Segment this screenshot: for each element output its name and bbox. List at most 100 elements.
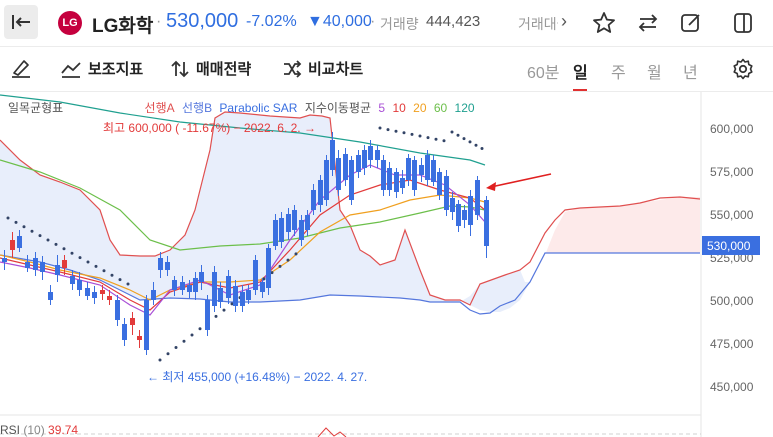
rsi-value: 39.74 xyxy=(48,423,79,437)
sar-dot xyxy=(214,314,218,318)
sar-dot xyxy=(198,327,202,331)
candle xyxy=(107,290,112,305)
ma120-line xyxy=(0,94,486,166)
sar-dot xyxy=(38,234,42,238)
indicators-button[interactable]: 보조지표 xyxy=(60,58,143,79)
sar-dot xyxy=(14,220,18,224)
y-tick: 500,000 xyxy=(710,294,754,308)
candle xyxy=(17,230,22,252)
edit-button[interactable] xyxy=(677,9,705,37)
candle xyxy=(180,276,185,295)
sar-dot xyxy=(442,139,446,143)
candle xyxy=(246,285,251,304)
candle xyxy=(233,280,238,312)
legend-psar[interactable]: Parabolic SAR xyxy=(219,101,298,115)
candle xyxy=(318,175,323,212)
ma20-line xyxy=(0,194,486,301)
chart-settings-button[interactable] xyxy=(729,55,757,83)
back-collapse-button[interactable] xyxy=(4,5,38,39)
candle xyxy=(77,272,82,296)
sar-dot xyxy=(102,269,106,273)
legend-ma60: 60 xyxy=(433,101,448,115)
strategy-label: 매매전략 xyxy=(196,61,252,78)
candle xyxy=(431,155,436,186)
sar-dot xyxy=(410,132,414,136)
span-a-line xyxy=(0,111,701,306)
legend-span-b: 선행B xyxy=(181,101,213,115)
sar-dot xyxy=(270,271,274,275)
period-month[interactable]: 월 xyxy=(647,65,662,82)
candle xyxy=(406,154,411,186)
candle xyxy=(92,286,97,304)
candle xyxy=(48,285,53,305)
sar-dot xyxy=(30,229,34,233)
candle xyxy=(266,244,271,295)
current-price-tag-text: 530,000 xyxy=(707,239,751,253)
ma60-line xyxy=(0,159,486,251)
candle xyxy=(158,252,163,278)
candle xyxy=(279,212,284,248)
candle xyxy=(450,192,455,220)
candle xyxy=(292,205,297,236)
parabolic-sar-dots xyxy=(6,126,484,362)
change-amount: ▼40,000 xyxy=(307,13,372,30)
header-more-chevron[interactable]: › xyxy=(561,11,567,31)
sar-dot xyxy=(78,256,82,260)
candle xyxy=(62,255,67,275)
period-week[interactable]: 주 xyxy=(611,65,626,82)
candle xyxy=(387,162,392,196)
sar-dot xyxy=(418,134,422,138)
period-year[interactable]: 년 xyxy=(683,65,698,82)
candle xyxy=(484,196,489,258)
sar-dot xyxy=(474,143,478,147)
candle xyxy=(122,318,127,346)
sar-dot xyxy=(434,137,438,141)
separator-dot: · xyxy=(370,13,376,30)
legend-span-a: 선행A xyxy=(144,101,175,115)
period-day[interactable]: 일 xyxy=(573,65,588,82)
sar-dot xyxy=(402,131,406,135)
legend-ichimoku[interactable]: 일목균형표 xyxy=(8,101,64,115)
candle xyxy=(324,155,329,206)
strategy-button[interactable]: 매매전략 xyxy=(170,58,251,79)
candle xyxy=(273,214,278,250)
candle xyxy=(400,170,405,194)
swap-button[interactable] xyxy=(634,9,662,37)
candle xyxy=(40,256,45,280)
sar-dot xyxy=(86,260,90,264)
sar-dot xyxy=(462,137,466,141)
sar-dot xyxy=(182,339,186,343)
candle xyxy=(226,270,231,304)
candle xyxy=(381,155,386,196)
draw-tool-button[interactable] xyxy=(10,57,32,79)
compare-chart-button[interactable]: 비교차트 xyxy=(282,58,363,79)
candle xyxy=(356,150,361,178)
sar-dot xyxy=(118,278,122,282)
sar-dot xyxy=(286,258,290,262)
candle xyxy=(330,132,335,176)
back-collapse-icon xyxy=(12,15,30,29)
candlestick-chart[interactable]: 최고 600,000 ( -11.67%) − 2022. 6. 2. → ← … xyxy=(0,92,773,437)
candle xyxy=(193,272,198,300)
candle xyxy=(218,282,223,308)
panel-toggle-button[interactable] xyxy=(729,9,757,37)
rsi-label: RSI xyxy=(0,423,21,437)
chart-legend: 일목균형표 선행A 선행B Parabolic SAR 지수이동평균 5 10 … xyxy=(8,99,479,116)
legend-ema[interactable]: 지수이동평균 xyxy=(304,101,372,115)
arrow-head-icon xyxy=(486,182,496,191)
up-down-arrows-icon xyxy=(171,60,189,77)
user-arrow-drawing[interactable] xyxy=(490,173,552,188)
y-tick: 475,000 xyxy=(710,337,754,351)
candle xyxy=(456,200,461,232)
candle xyxy=(199,265,204,290)
sar-dot xyxy=(480,147,484,150)
shuffle-icon xyxy=(284,59,302,78)
rsi-indicator-row[interactable]: RSI (10) 39.74 xyxy=(0,423,78,437)
period-60min[interactable]: 60분 xyxy=(527,65,560,82)
favorite-button[interactable] xyxy=(590,9,618,37)
compare-chart-label: 비교차트 xyxy=(308,61,364,78)
sar-dot xyxy=(6,216,10,220)
candle xyxy=(419,158,424,182)
high-annotation: 최고 600,000 ( -11.67%) − 2022. 6. 2. → xyxy=(103,121,316,135)
candle xyxy=(55,255,60,282)
